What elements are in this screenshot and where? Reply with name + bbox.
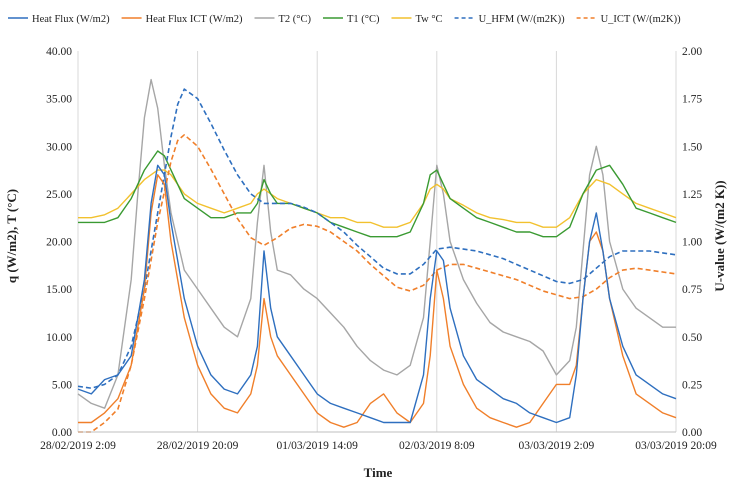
legend-label-6: U_ICT (W/(m2K)) xyxy=(601,14,681,25)
y-tick-label: 15.00 xyxy=(46,284,72,296)
y2-tick-label: 1.25 xyxy=(682,189,702,201)
y2-tick-label: 0.00 xyxy=(682,427,702,439)
y-tick-label: 35.00 xyxy=(46,94,72,106)
y2-axis-ticks: 0.00 0.25 0.50 0.75 1.00 1.25 1.50 1.75 2.00 xyxy=(682,46,702,439)
legend: Heat Flux (W/m2) Heat Flux ICT (W/m2) T2 (… xyxy=(8,14,681,25)
y-tick-label: 10.00 xyxy=(46,332,72,344)
y-tick-label: 40.00 xyxy=(46,46,72,58)
legend-label-1: Heat Flux ICT (W/m2) xyxy=(146,14,243,25)
series-line-4 xyxy=(78,169,677,228)
y-tick-label: 30.00 xyxy=(46,141,72,153)
y2-tick-label: 1.00 xyxy=(682,237,702,249)
x-tick-label: 28/02/2019 20:09 xyxy=(157,440,239,452)
series-line-6 xyxy=(78,134,677,433)
y-tick-label: 0.00 xyxy=(52,427,72,439)
legend-label-4: Tw °C xyxy=(415,14,442,25)
y2-axis-title: U-value (W/(m2 K)) xyxy=(712,180,727,291)
x-tick-label: 01/03/2019 14:09 xyxy=(276,440,358,452)
series-line-0 xyxy=(77,164,677,424)
legend-label-2: T2 (°C) xyxy=(279,14,312,25)
x-tick-label: 28/02/2019 2:09 xyxy=(40,440,116,452)
y2-tick-label: 1.50 xyxy=(682,141,702,153)
legend-label-5: U_HFM (W/(m2K)) xyxy=(479,14,566,25)
y2-tick-label: 0.75 xyxy=(682,284,702,296)
legend-label-0: Heat Flux (W/m2) xyxy=(32,14,110,25)
y2-tick-label: 0.50 xyxy=(682,332,702,344)
y-axis-ticks: 0.00 5.00 10.00 15.00 20.00 25.00 30.00 35.00 40… xyxy=(46,46,72,439)
series-line-3 xyxy=(78,150,677,238)
y-tick-label: 20.00 xyxy=(46,237,72,249)
x-tick-label: 02/03/2019 8:09 xyxy=(399,440,475,452)
x-tick-label: 03/03/2019 2:09 xyxy=(519,440,595,452)
y-tick-label: 5.00 xyxy=(52,379,72,391)
y2-tick-label: 0.25 xyxy=(682,379,702,391)
x-tick-label: 03/03/2019 20:09 xyxy=(635,440,717,452)
series-line-2 xyxy=(77,78,676,409)
series-group xyxy=(77,78,677,433)
y-axis-title: q (W/m2), T (°C) xyxy=(4,189,19,283)
grid xyxy=(77,51,677,432)
series-line-5 xyxy=(77,88,677,390)
y-tick-label: 25.00 xyxy=(46,189,72,201)
legend-label-3: T1 (°C) xyxy=(347,14,380,25)
y2-tick-label: 2.00 xyxy=(682,46,702,58)
x-axis-ticks: 28/02/2019 2:09 28/02/2019 20:09 01/03/201… xyxy=(40,440,717,452)
x-axis-title: Time xyxy=(364,465,393,480)
y2-tick-label: 1.75 xyxy=(682,94,702,106)
